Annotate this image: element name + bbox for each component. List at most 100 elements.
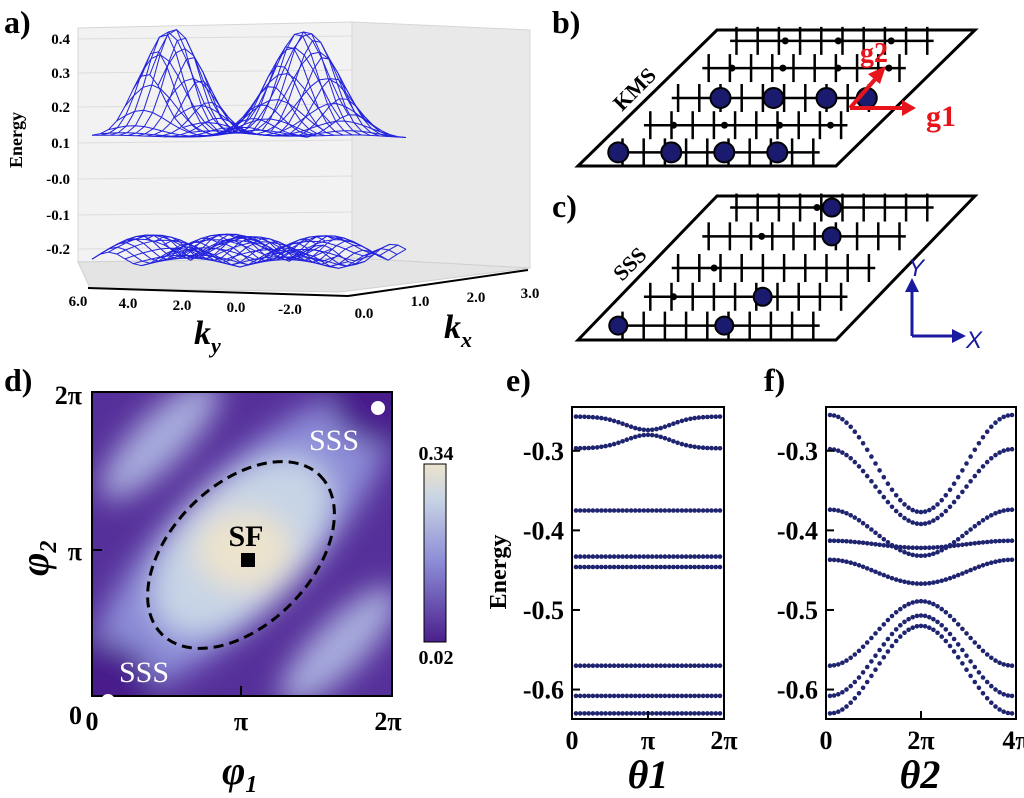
lattice-node (758, 232, 766, 240)
band-point (637, 508, 642, 513)
band-point (935, 515, 940, 521)
sss-point-top (371, 401, 385, 415)
band-point (836, 448, 841, 453)
xtick-label: 0 (820, 726, 833, 755)
band-point (696, 711, 702, 716)
lattice-node (834, 37, 842, 45)
band-point (968, 527, 973, 532)
band-point (658, 425, 663, 431)
band-point (688, 693, 693, 699)
mesh-line (208, 242, 308, 264)
band-point (964, 530, 969, 536)
band-point (713, 711, 719, 716)
band-point (844, 539, 849, 544)
band-point (616, 693, 621, 699)
band-point (671, 711, 676, 716)
band-point (918, 623, 924, 629)
band-point (856, 464, 862, 469)
band-point (964, 569, 969, 575)
band-point (898, 497, 903, 503)
band-point (893, 577, 899, 582)
band-point (831, 538, 837, 544)
band-point (906, 580, 911, 585)
lattice-site (766, 141, 789, 164)
panel-label-d: d) (4, 362, 33, 398)
band-point (910, 545, 915, 550)
mesh-line (145, 80, 246, 137)
band-point (972, 447, 978, 453)
band-point (1009, 446, 1015, 452)
band-point (1009, 412, 1015, 418)
band-point (860, 441, 866, 446)
a-ytick: -0.1 (46, 208, 70, 224)
band-point (922, 624, 928, 629)
e-xlabel: θ1 (628, 752, 669, 797)
band-point (594, 663, 600, 668)
band-point (603, 711, 608, 716)
mesh-line (163, 117, 263, 138)
band-point (955, 622, 961, 627)
sf-label: SF (228, 520, 263, 553)
mesh-line (154, 235, 254, 260)
band-point (717, 564, 723, 570)
band-point (671, 421, 676, 426)
band-point (577, 554, 583, 559)
band-point (628, 711, 634, 716)
band-point (873, 530, 878, 536)
band-point (709, 554, 714, 559)
band-point (620, 711, 625, 716)
band-point (717, 663, 723, 668)
band-point (976, 540, 982, 546)
band-point (628, 663, 634, 668)
a-ytick: 0.1 (51, 136, 70, 152)
band-point (852, 679, 858, 685)
band-point (705, 711, 710, 716)
band-point (679, 663, 685, 668)
band-point (873, 484, 878, 489)
gridline (77, 175, 353, 180)
x-axis-label: X (965, 327, 983, 354)
mesh-line (288, 253, 389, 269)
band-point (637, 711, 642, 716)
band-point (877, 533, 882, 539)
band-point (582, 445, 587, 451)
band-point (637, 693, 642, 699)
band-point (679, 418, 685, 424)
band-point (1001, 558, 1006, 563)
band-point (633, 564, 638, 570)
band-point (705, 564, 710, 570)
band-point (717, 414, 723, 419)
band-point (831, 557, 837, 563)
band-point (645, 564, 651, 570)
band-point (671, 508, 676, 513)
band-point (939, 547, 944, 553)
band-point (980, 540, 986, 545)
a-ytick: -0.2 (46, 242, 70, 258)
band-point (864, 640, 870, 645)
band-point (709, 663, 714, 668)
band-point (918, 545, 924, 551)
band-point (1009, 663, 1015, 668)
band-point (927, 545, 932, 550)
band-point (960, 468, 965, 473)
band-point (679, 711, 685, 716)
band-point (705, 554, 710, 559)
band-point (955, 642, 961, 647)
band-point (873, 631, 878, 636)
band-point (943, 610, 949, 615)
band-point (980, 435, 986, 440)
band-point (840, 690, 845, 695)
band-point (848, 560, 853, 565)
band-point (914, 613, 920, 619)
band-point (968, 541, 973, 547)
band-point (906, 505, 911, 510)
band-point (594, 415, 600, 420)
band-point (898, 547, 903, 553)
band-point (607, 417, 613, 422)
band-point (620, 508, 625, 513)
band-point (922, 613, 928, 619)
band-point (931, 518, 936, 523)
band-point (628, 554, 634, 559)
mesh-line (100, 51, 201, 136)
band-point (827, 693, 833, 699)
